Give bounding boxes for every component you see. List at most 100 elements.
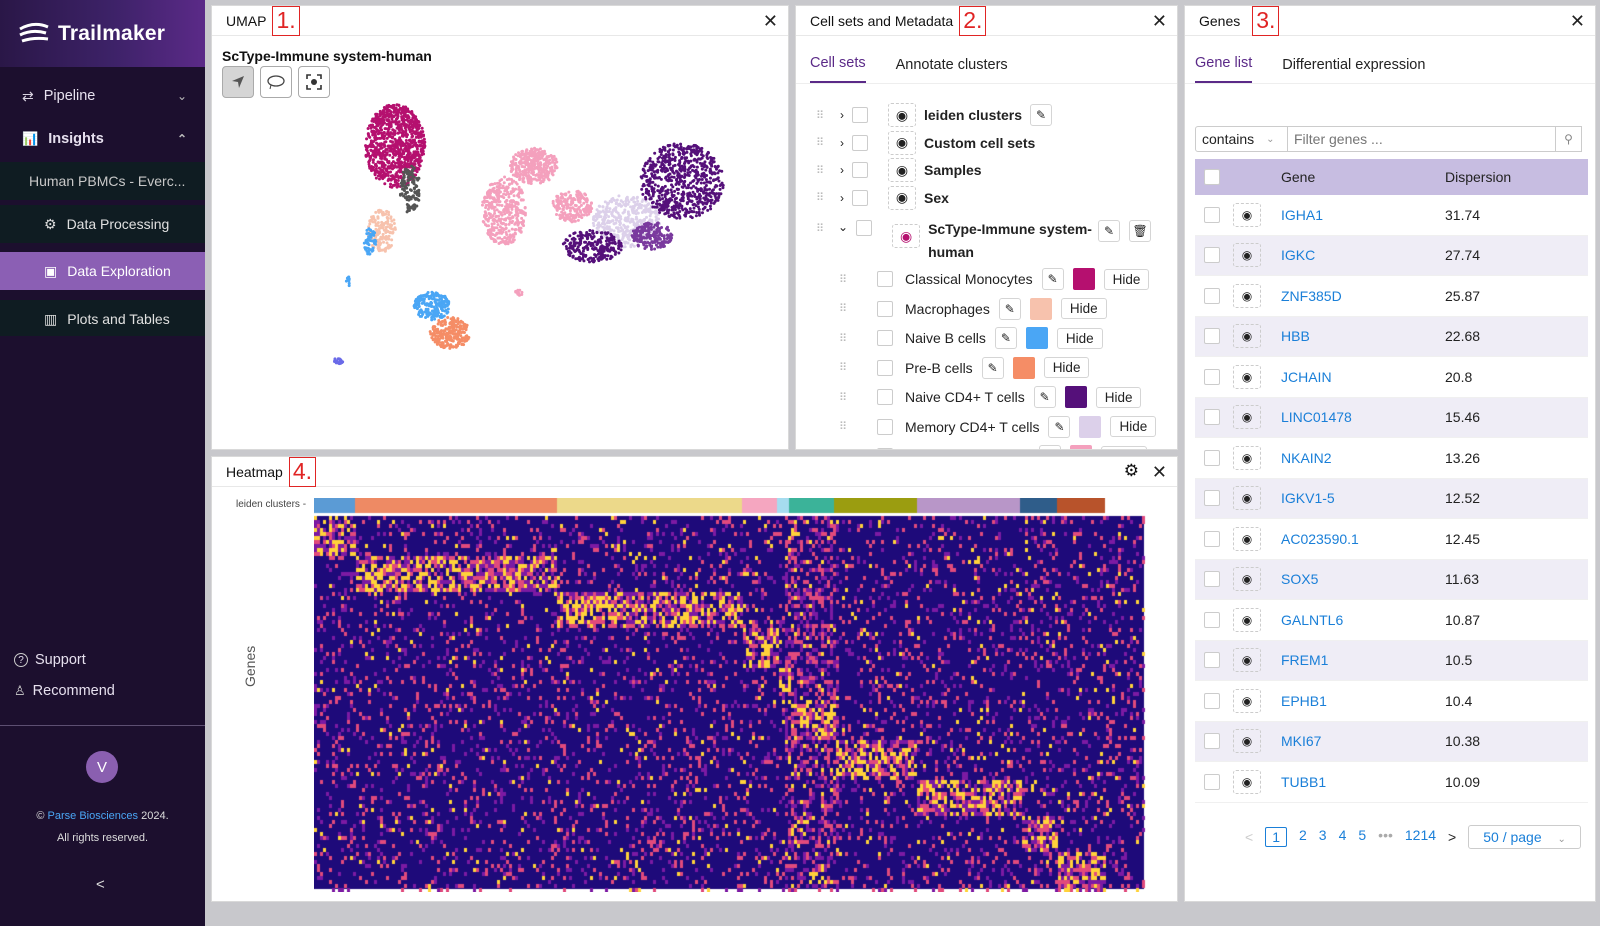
sidebar-item-pipeline[interactable]: ⇄ Pipeline ⌄ <box>0 78 205 114</box>
chevron-right-icon[interactable]: › <box>840 135 844 150</box>
drag-handle-icon[interactable]: ⠿ <box>839 273 847 286</box>
cell-set-group-sctype[interactable]: ⠿ ⌄ ◉ ScType-Immune system-human ✎ 🗑 <box>796 214 1177 264</box>
avatar[interactable]: V <box>86 751 118 783</box>
checkbox[interactable] <box>877 271 893 287</box>
sidebar-item-data-processing[interactable]: ⚙ Data Processing <box>0 205 205 243</box>
cell-set-group[interactable]: ⠿ › ◉ Custom cell sets <box>796 130 1177 156</box>
eye-icon[interactable]: ◉ <box>1233 688 1261 713</box>
gene-link[interactable]: LINC01478 <box>1281 409 1352 426</box>
row-checkbox[interactable] <box>1204 247 1220 264</box>
eye-icon[interactable]: ◉ <box>1233 283 1261 308</box>
row-checkbox[interactable] <box>1204 571 1220 588</box>
checkbox[interactable] <box>852 107 868 123</box>
edit-icon[interactable]: ✎ <box>994 327 1017 349</box>
gene-link[interactable]: JCHAIN <box>1281 368 1332 385</box>
tab-cell-sets[interactable]: Cell sets <box>810 55 866 83</box>
page-item[interactable]: 2 <box>1298 827 1307 843</box>
select-all-checkbox[interactable] <box>1204 169 1220 185</box>
eye-icon[interactable]: ◉ <box>1233 567 1261 592</box>
eye-icon[interactable]: ◉ <box>888 130 916 155</box>
collapse-sidebar-button[interactable]: < <box>96 876 105 893</box>
tab-annotate-clusters[interactable]: Annotate clusters <box>895 57 1008 73</box>
table-row[interactable]: ◉ MKI67 10.38 <box>1195 721 1588 762</box>
chevron-right-icon[interactable]: › <box>840 190 844 205</box>
sidebar-item-support[interactable]: ? Support <box>0 647 205 673</box>
row-checkbox[interactable] <box>1204 530 1220 547</box>
cell-set-group[interactable]: ⠿ › ◉ Samples <box>796 157 1177 183</box>
tab-gene-list[interactable]: Gene list <box>1195 55 1253 83</box>
cell-set-item[interactable]: ⠿ Naive CD4+ T cells ✎ Hide <box>796 384 1177 410</box>
row-checkbox[interactable] <box>1204 409 1220 426</box>
table-row[interactable]: ◉ NKAIN2 13.26 <box>1195 438 1588 479</box>
sidebar-item-recommend[interactable]: ♙ Recommend <box>0 678 205 704</box>
hide-button[interactable]: Hide <box>1056 327 1103 349</box>
delete-icon[interactable]: 🗑 <box>1129 220 1152 242</box>
gene-link[interactable]: GALNTL6 <box>1281 611 1344 628</box>
checkbox[interactable] <box>852 189 868 206</box>
close-icon[interactable]: ✕ <box>1151 11 1167 31</box>
eye-icon[interactable]: ◉ <box>1233 445 1261 470</box>
color-swatch[interactable] <box>1012 356 1035 379</box>
drag-handle-icon[interactable]: ⠿ <box>839 362 847 374</box>
column-header-dispersion[interactable]: Dispersion <box>1445 169 1512 185</box>
eye-icon[interactable]: ◉ <box>1233 526 1261 551</box>
gene-link[interactable]: NKAIN2 <box>1281 449 1332 466</box>
eye-icon[interactable]: ◉ <box>1233 769 1261 794</box>
close-icon[interactable]: ✕ <box>762 11 778 31</box>
gene-link[interactable]: IGHA1 <box>1281 206 1324 223</box>
close-icon[interactable]: ✕ <box>1569 11 1585 31</box>
row-checkbox[interactable] <box>1204 733 1220 750</box>
drag-handle-icon[interactable]: ⠿ <box>816 192 824 204</box>
chevron-down-icon[interactable]: ⌄ <box>838 220 849 234</box>
eye-icon[interactable]: ◉ <box>888 103 916 127</box>
page-size-select[interactable]: 50 / page ⌄ <box>1468 825 1581 849</box>
table-row[interactable]: ◉ HBB 22.68 <box>1195 316 1588 357</box>
row-checkbox[interactable] <box>1204 611 1220 628</box>
page-item[interactable]: 5 <box>1358 827 1367 843</box>
project-name[interactable]: Human PBMCs - Everc... <box>0 162 205 200</box>
row-checkbox[interactable] <box>1204 206 1220 223</box>
hide-button[interactable]: Hide <box>1103 268 1150 290</box>
checkbox[interactable] <box>852 162 868 178</box>
close-icon[interactable]: ✕ <box>1151 462 1167 482</box>
drag-handle-icon[interactable]: ⠿ <box>816 109 824 122</box>
cell-set-item[interactable]: ⠿ Macrophages ✎ Hide <box>796 296 1177 322</box>
eye-icon[interactable]: ◉ <box>1233 324 1261 349</box>
cell-set-item[interactable]: ⠿ CD8+ NKT-like cells ✎ Hide <box>796 443 1177 449</box>
drag-handle-icon[interactable]: ⠿ <box>839 421 847 433</box>
page-item[interactable]: ••• <box>1378 827 1393 843</box>
sidebar-item-plots-tables[interactable]: ▥ Plots and Tables <box>0 300 205 338</box>
gene-link[interactable]: SOX5 <box>1281 571 1319 588</box>
eye-icon[interactable]: ◉ <box>1233 729 1261 754</box>
page-item[interactable]: 1 <box>1265 827 1287 847</box>
table-row[interactable]: ◉ EPHB1 10.4 <box>1195 681 1588 722</box>
edit-icon[interactable]: ✎ <box>1041 268 1064 290</box>
lasso-tool-button[interactable] <box>260 66 292 98</box>
chevron-right-icon[interactable]: › <box>840 108 844 122</box>
search-button[interactable]: ⚲ <box>1556 126 1582 152</box>
prev-page-icon[interactable]: < <box>1245 829 1254 845</box>
table-row[interactable]: ◉ FREM1 10.5 <box>1195 640 1588 681</box>
color-swatch[interactable] <box>1072 268 1095 290</box>
eye-icon[interactable]: ◉ <box>1233 648 1261 673</box>
table-row[interactable]: ◉ LINC01478 15.46 <box>1195 397 1588 438</box>
drag-handle-icon[interactable]: ⠿ <box>839 332 847 345</box>
select-tool-button[interactable] <box>222 66 254 98</box>
hide-button[interactable]: Hide <box>1095 386 1142 408</box>
row-checkbox[interactable] <box>1204 773 1220 790</box>
gene-link[interactable]: IGKC <box>1281 247 1316 264</box>
next-page-icon[interactable]: > <box>1448 829 1457 845</box>
cell-set-item[interactable]: ⠿ Classical Monocytes ✎ Hide <box>796 266 1177 292</box>
gene-link[interactable]: HBB <box>1281 328 1310 345</box>
checkbox[interactable] <box>877 330 893 346</box>
eye-icon[interactable]: ◉ <box>888 185 916 210</box>
hide-button[interactable]: Hide <box>1060 298 1107 319</box>
checkbox[interactable] <box>852 134 868 151</box>
row-checkbox[interactable] <box>1204 449 1220 466</box>
table-row[interactable]: ◉ IGKV1-5 12.52 <box>1195 478 1588 519</box>
drag-handle-icon[interactable]: ⠿ <box>839 391 847 404</box>
eye-icon[interactable]: ◉ <box>1233 405 1261 430</box>
eye-icon[interactable]: ◉ <box>1233 364 1261 389</box>
gene-link[interactable]: AC023590.1 <box>1281 530 1359 547</box>
chevron-right-icon[interactable]: › <box>840 163 844 177</box>
